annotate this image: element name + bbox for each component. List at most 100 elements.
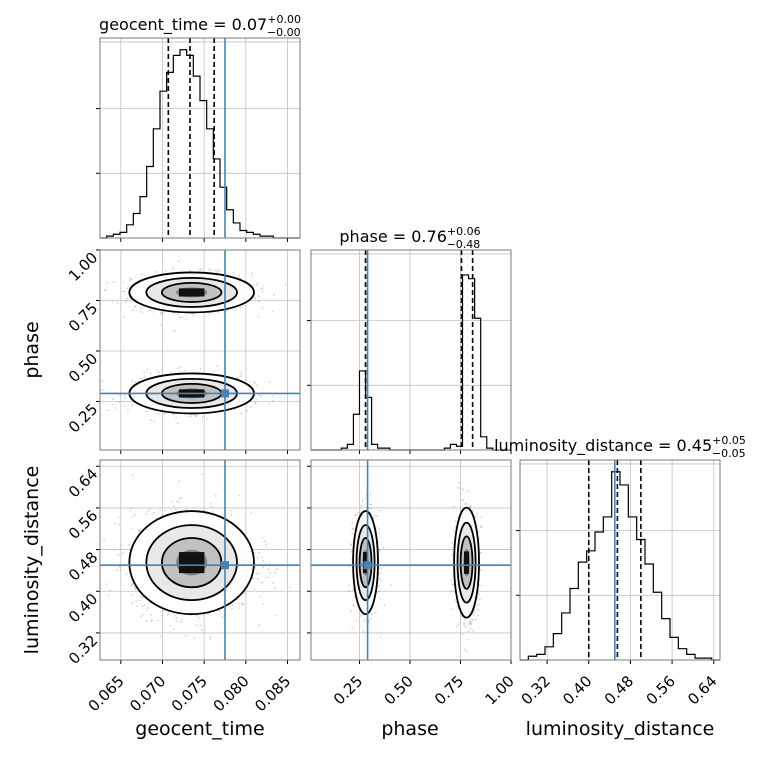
sample-point <box>193 637 196 640</box>
sample-point <box>199 367 202 370</box>
sample-point <box>221 616 224 619</box>
sample-point <box>451 553 454 556</box>
sample-point <box>173 615 176 617</box>
sample-point <box>151 311 154 313</box>
sample-point <box>378 510 381 512</box>
sample-point <box>134 381 137 383</box>
sample-point <box>143 371 146 373</box>
sample-point <box>275 614 277 617</box>
sample-point <box>171 500 173 503</box>
xtick-label-phase: 1.00 <box>481 672 517 708</box>
sample-point <box>201 473 204 476</box>
sample-point <box>261 581 264 584</box>
sample-point <box>195 615 198 617</box>
sample-point <box>242 603 245 606</box>
sample-point <box>469 622 472 625</box>
sample-point <box>158 371 161 373</box>
sample-point <box>453 505 455 508</box>
sample-point <box>119 569 122 571</box>
sample-point <box>118 566 121 568</box>
sample-point <box>183 369 186 372</box>
sample-point <box>174 508 177 511</box>
title-geocent-time-sup: +0.00 <box>267 13 301 26</box>
sample-point <box>240 372 243 375</box>
sample-point <box>134 305 136 308</box>
sample-point <box>250 512 253 514</box>
sample-point <box>139 527 142 530</box>
sample-point <box>250 405 252 408</box>
sample-point <box>122 281 125 284</box>
sample-point <box>456 605 459 608</box>
sample-point <box>104 289 107 291</box>
sample-point <box>272 395 275 398</box>
ytick-label-luminosity_distance: 0.32 <box>65 632 101 668</box>
sample-point <box>134 305 137 308</box>
ytick-label-phase: 0.75 <box>65 299 101 335</box>
sample-point <box>265 543 267 546</box>
sample-point <box>175 417 177 420</box>
sample-point <box>149 372 152 375</box>
sample-point <box>125 573 128 576</box>
sample-point <box>457 623 460 625</box>
sample-point <box>164 509 167 512</box>
sample-point <box>209 636 212 639</box>
sample-point <box>166 614 169 617</box>
sample-point <box>173 329 176 332</box>
sample-point <box>274 572 277 574</box>
sample-point <box>140 615 143 618</box>
sample-point <box>284 283 287 286</box>
sample-point <box>469 620 472 623</box>
sample-point <box>460 499 463 502</box>
sample-point <box>120 544 122 546</box>
sample-point <box>150 613 153 616</box>
sample-point <box>240 375 242 377</box>
sample-point <box>390 584 392 586</box>
sample-point <box>453 591 456 593</box>
sample-point <box>451 608 454 610</box>
sample-point <box>189 270 191 272</box>
sample-point <box>134 588 137 591</box>
sample-point <box>355 619 358 622</box>
sample-point <box>352 527 354 530</box>
sample-point <box>172 267 174 270</box>
sample-point <box>195 415 197 418</box>
sample-point <box>198 269 201 271</box>
title-geocent-time: geocent_time = 0.07+0.00 −0.00 <box>99 13 301 39</box>
sample-point <box>378 597 381 599</box>
sample-point <box>272 581 274 584</box>
sample-point <box>139 599 141 602</box>
sample-point <box>132 515 134 518</box>
sample-point <box>368 621 370 623</box>
sample-point <box>124 301 127 303</box>
sample-point <box>134 587 137 590</box>
sample-point <box>109 589 112 592</box>
sample-point <box>118 523 121 526</box>
sample-point <box>253 296 256 299</box>
sample-point <box>208 312 211 315</box>
sample-point <box>354 514 357 517</box>
sample-point <box>239 306 242 309</box>
density-peak-0-0 <box>178 288 205 297</box>
sample-point <box>177 260 180 263</box>
sample-point <box>376 514 378 517</box>
sample-point <box>476 513 478 515</box>
sample-point <box>479 569 482 571</box>
sample-point <box>378 585 380 588</box>
sample-point <box>209 269 212 271</box>
sample-point <box>258 300 261 303</box>
sample-point <box>462 499 465 501</box>
xtick-label-phase: 0.50 <box>380 672 416 708</box>
sample-point <box>352 588 354 591</box>
sample-point <box>185 318 187 321</box>
sample-point <box>359 615 362 617</box>
hist-step-luminosity_distance <box>520 471 720 661</box>
sample-point <box>379 636 382 638</box>
sample-point <box>351 627 354 630</box>
xtick-label-geocent_time: 0.075 <box>168 672 211 715</box>
sample-point <box>452 530 455 532</box>
sample-point <box>256 384 259 387</box>
sample-point <box>145 609 148 612</box>
pair-panel-geocent_time-luminosity_distance <box>96 459 301 664</box>
sample-point <box>175 620 178 622</box>
